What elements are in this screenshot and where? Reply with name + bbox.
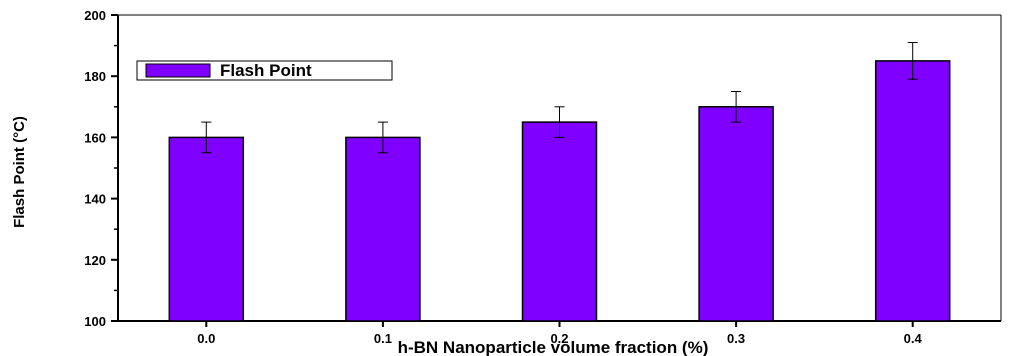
bar [168, 136, 245, 322]
y-axis-title: Flash Point (°C) [11, 116, 28, 228]
bar [521, 121, 598, 322]
error-bars [201, 42, 918, 154]
y-tick-label: 100 [84, 314, 106, 329]
y-tick-label: 140 [84, 192, 106, 207]
y-tick-label: 200 [84, 8, 106, 23]
x-tick-label: 0.0 [197, 331, 215, 346]
bar [698, 106, 774, 322]
x-tick-label: 0.2 [550, 331, 568, 346]
y-axis: 100 120 140 160 180 200 [84, 8, 118, 329]
x-axis: 0.0 0.1 0.2 0.3 0.4 [197, 321, 923, 346]
y-tick-label: 120 [84, 253, 106, 268]
y-tick-label: 180 [84, 69, 106, 84]
legend-label: Flash Point [220, 61, 312, 80]
y-tick-label: 160 [84, 130, 106, 145]
x-tick-label: 0.3 [727, 331, 745, 346]
x-tick-label: 0.1 [374, 331, 392, 346]
x-tick-label: 0.4 [904, 331, 923, 346]
bar [874, 60, 951, 322]
legend-swatch [145, 63, 211, 78]
legend: Flash Point [136, 60, 393, 81]
bar-series [168, 60, 951, 322]
bar [345, 136, 421, 322]
x-axis-title: h-BN Nanoparticle volume fraction (%) [398, 338, 709, 356]
